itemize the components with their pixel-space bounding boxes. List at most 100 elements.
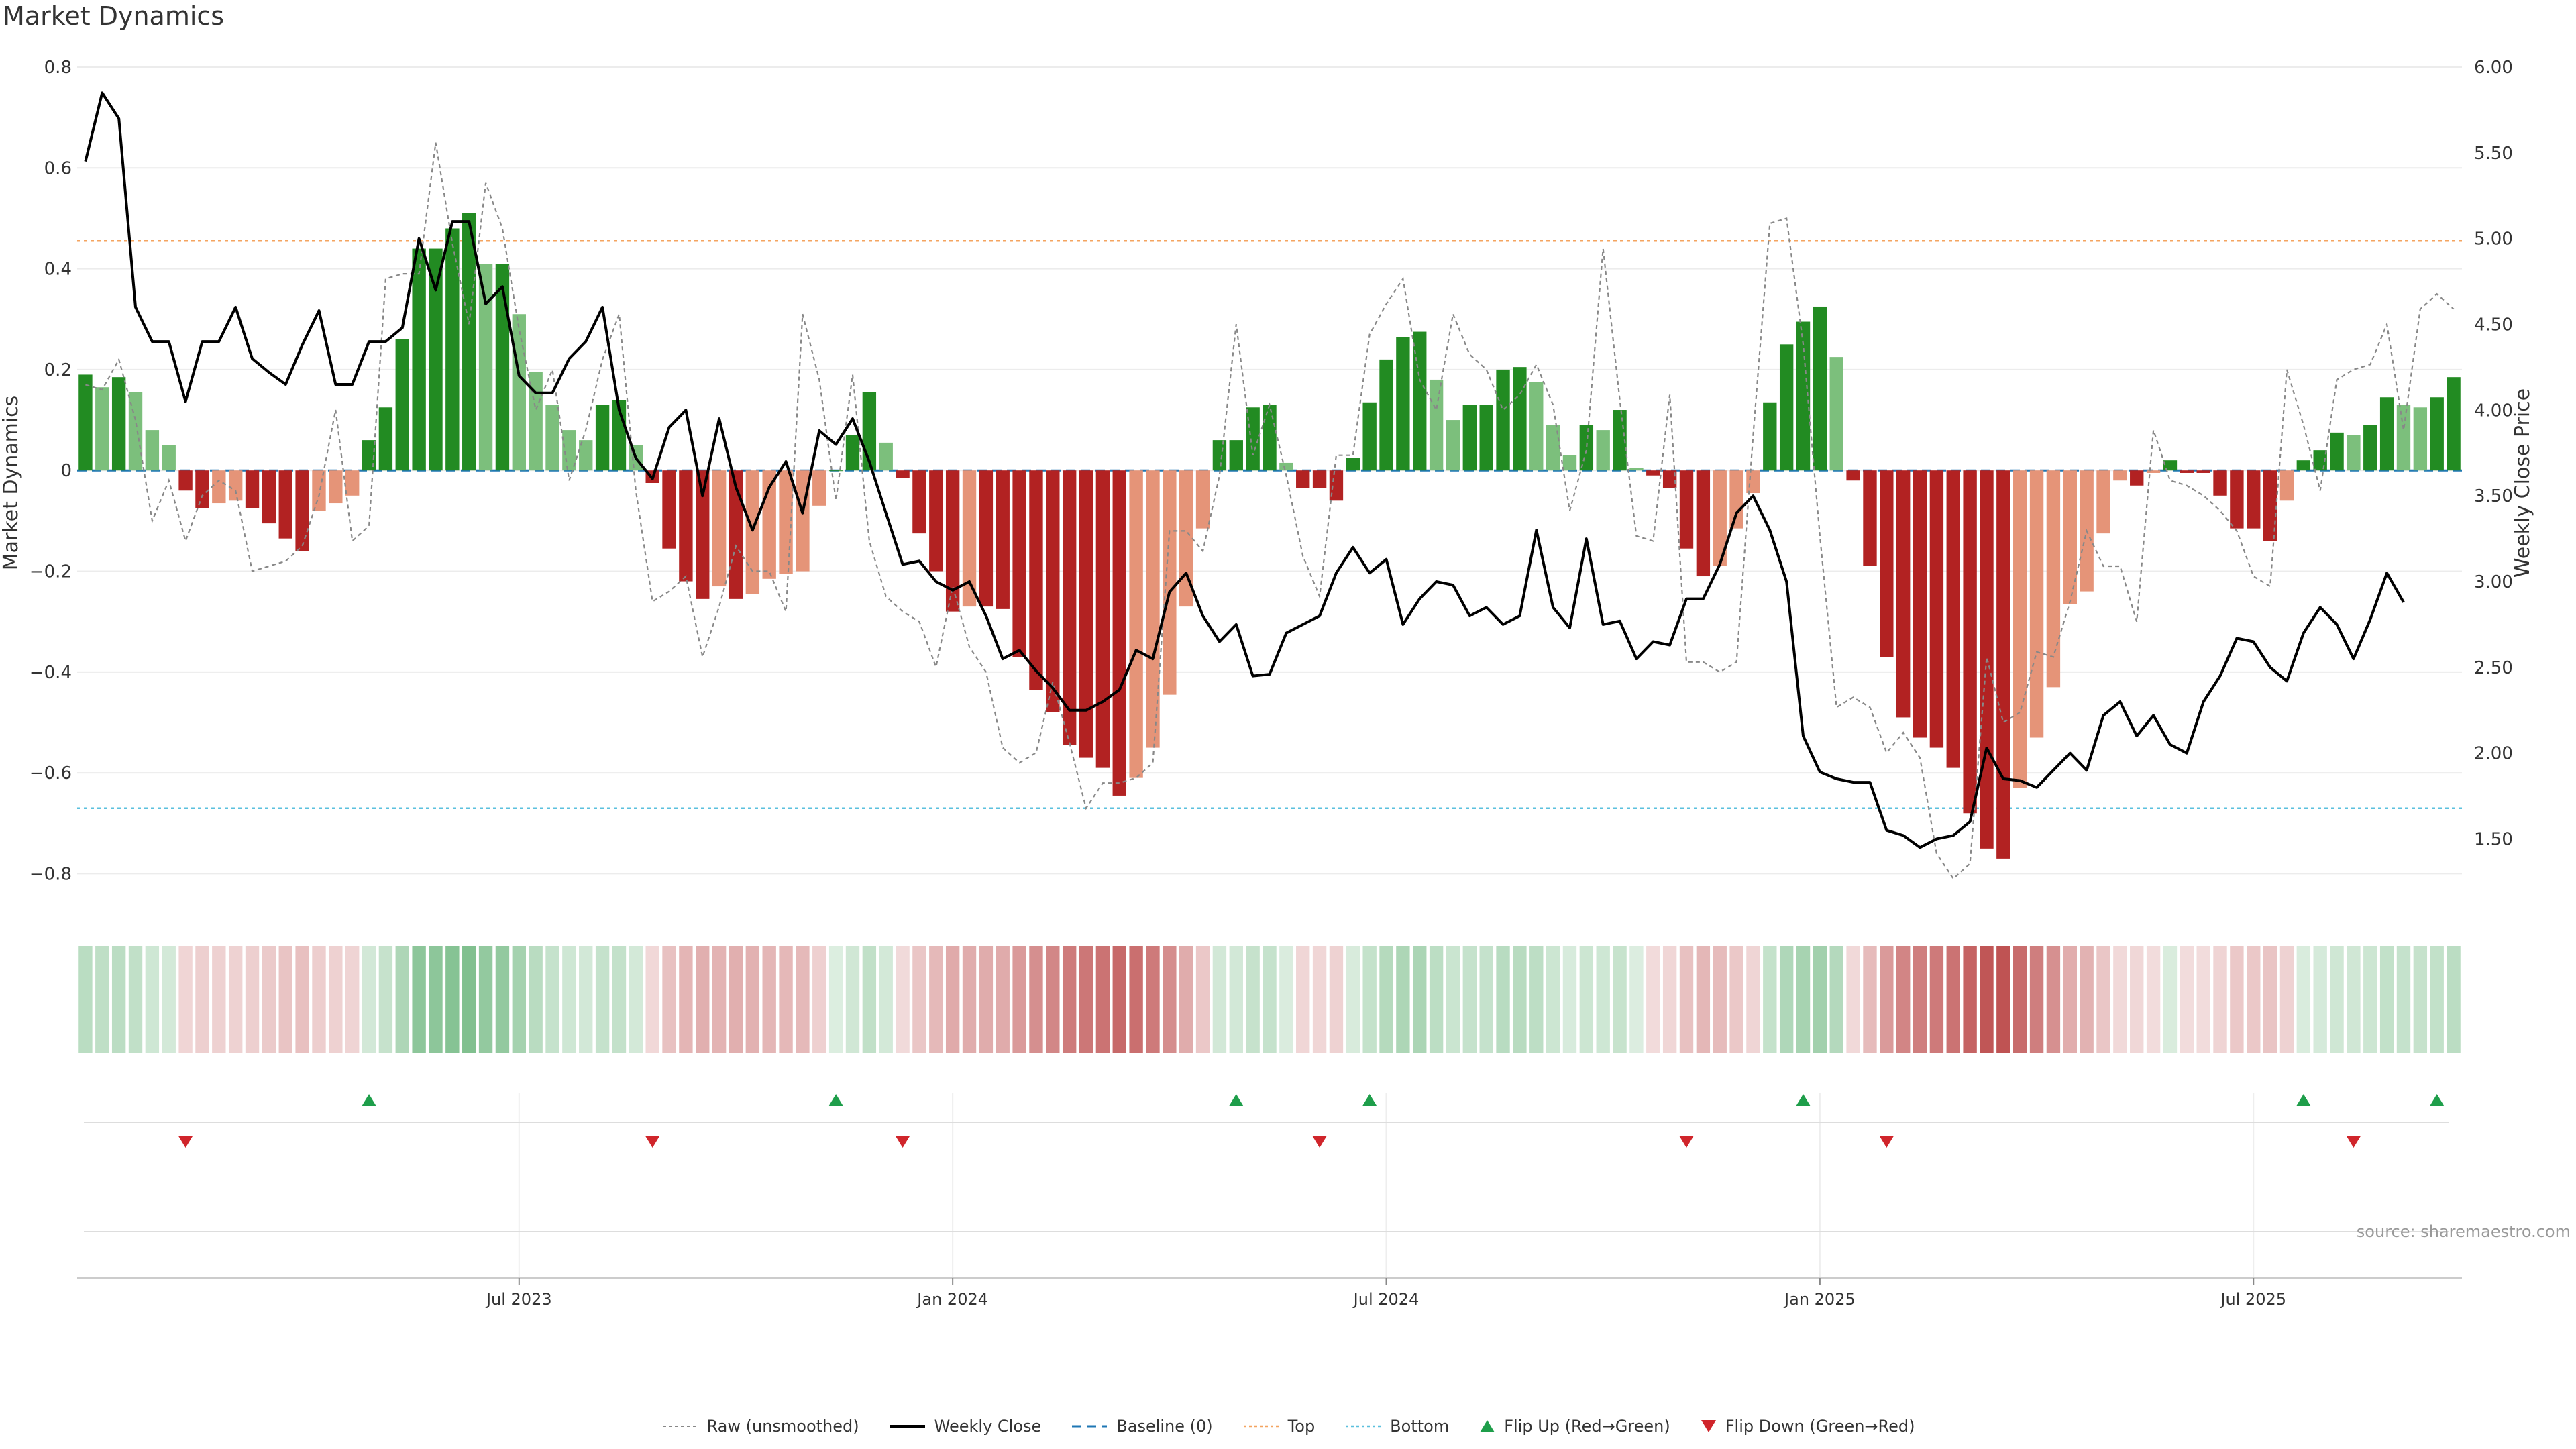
dynamics-bar xyxy=(2347,435,2361,471)
dynamics-bar xyxy=(879,442,893,471)
dynamics-bar xyxy=(345,470,360,496)
heat-cell xyxy=(1212,946,1227,1053)
heat-cell xyxy=(228,946,243,1053)
flip-up-marker xyxy=(2296,1094,2311,1106)
x-tick-label: Jul 2023 xyxy=(485,1290,552,1309)
close-line xyxy=(84,91,2405,849)
x-tick-label: Jul 2025 xyxy=(2219,1290,2286,1309)
dynamics-bar xyxy=(1562,455,1577,471)
x-tick-label: Jul 2024 xyxy=(1352,1290,1419,1309)
dynamics-bar xyxy=(2363,425,2377,471)
heat-cell xyxy=(2046,946,2061,1053)
y2-tick-label: 4.50 xyxy=(2474,315,2513,335)
dynamics-bar xyxy=(228,470,243,501)
heat-cell xyxy=(445,946,460,1053)
heat-cell xyxy=(1095,946,1110,1053)
source-note: source: sharemaestro.com xyxy=(2356,1222,2571,1241)
heat-cell xyxy=(128,946,143,1053)
dynamics-bar xyxy=(1163,470,1177,695)
dynamics-bar xyxy=(945,470,960,612)
dynamics-bar xyxy=(478,264,493,471)
heat-cell xyxy=(1779,946,1794,1053)
dynamics-bar xyxy=(896,470,910,478)
heat-cell xyxy=(912,946,926,1053)
dynamics-bar xyxy=(278,470,292,539)
dynamics-bar xyxy=(1129,470,1143,778)
heat-cell xyxy=(1746,946,1760,1053)
heat-cell xyxy=(495,946,510,1053)
heat-cell xyxy=(312,946,326,1053)
flip-down-marker xyxy=(178,1136,193,1148)
dynamics-bar xyxy=(2196,470,2210,473)
dynamics-bar xyxy=(2263,470,2277,541)
flip-down-marker xyxy=(1312,1136,1328,1148)
dynamics-bar xyxy=(929,470,943,572)
heat-cell xyxy=(1963,946,1977,1053)
heat-cell xyxy=(278,946,292,1053)
heat-cell xyxy=(579,946,593,1053)
dynamics-bar xyxy=(1079,470,1093,758)
heat-cell xyxy=(2113,946,2127,1053)
legend-item-close: Weekly Close xyxy=(889,1417,1041,1436)
dynamics-bar xyxy=(1496,369,1510,471)
dynamics-bar xyxy=(1095,470,1110,768)
dynamics-bar xyxy=(1462,405,1477,471)
heat-cell xyxy=(345,946,360,1053)
heat-cell xyxy=(1179,946,1193,1053)
y-tick-label: −0.6 xyxy=(30,763,72,784)
dynamics-bar xyxy=(2146,470,2161,473)
heat-cell xyxy=(962,946,977,1053)
heat-cell xyxy=(1146,946,1160,1053)
heat-cell xyxy=(1796,946,1811,1053)
heat-cell xyxy=(178,946,193,1053)
dynamics-bar xyxy=(1829,357,1843,471)
heat-cell xyxy=(111,946,126,1053)
legend-label: Flip Up (Red→Green) xyxy=(1504,1417,1670,1436)
y-tick-label: 0.2 xyxy=(44,360,72,380)
chart-title: Market Dynamics xyxy=(3,1,225,31)
heat-cell xyxy=(2279,946,2294,1053)
dynamics-bar xyxy=(1846,470,1860,481)
heat-cell xyxy=(1513,946,1527,1053)
dynamics-bar xyxy=(745,470,760,594)
heat-cell xyxy=(996,946,1010,1053)
dynamics-bar xyxy=(295,470,309,551)
heat-cell xyxy=(2396,946,2411,1053)
dynamics-bar xyxy=(128,392,143,471)
heat-cell xyxy=(595,946,610,1053)
heat-cell xyxy=(429,946,443,1053)
legend-label: Baseline (0) xyxy=(1116,1417,1213,1436)
heat-cell xyxy=(779,946,793,1053)
dynamics-bar xyxy=(662,470,676,549)
raw-series xyxy=(85,142,2455,880)
heat-cell xyxy=(679,946,693,1053)
heat-cell xyxy=(195,946,209,1053)
heat-cell xyxy=(1429,946,1444,1053)
dynamics-bar xyxy=(1763,402,1777,471)
heat-cell xyxy=(729,946,743,1053)
dynamics-bar xyxy=(429,248,443,471)
heat-cell xyxy=(2213,946,2227,1053)
dynamics-bar xyxy=(2396,405,2411,471)
dynamics-bar xyxy=(2213,470,2227,496)
dynamics-bars xyxy=(78,213,2461,859)
heat-cell xyxy=(1112,946,1126,1053)
y2-tick-label: 6.00 xyxy=(2474,58,2513,78)
legend-swatch xyxy=(1480,1420,1495,1432)
heat-cell xyxy=(629,946,643,1053)
flip-down-marker xyxy=(2346,1136,2361,1148)
dynamics-bar xyxy=(1329,470,1344,501)
dynamics-bar xyxy=(178,470,193,491)
heat-cell xyxy=(929,946,943,1053)
legend-item-flip_down: Flip Down (Green→Red) xyxy=(1700,1417,1915,1436)
heat-cell xyxy=(245,946,260,1053)
heat-cell xyxy=(696,946,710,1053)
y-axis-label: Market Dynamics xyxy=(0,396,23,571)
dynamics-bar xyxy=(2247,470,2261,529)
dynamics-bar xyxy=(1112,470,1126,796)
close-series xyxy=(84,91,2405,849)
dynamics-bar xyxy=(1263,405,1277,471)
dynamics-bar xyxy=(595,405,610,471)
dynamics-bar xyxy=(1062,470,1077,745)
dynamics-bar xyxy=(329,470,343,504)
